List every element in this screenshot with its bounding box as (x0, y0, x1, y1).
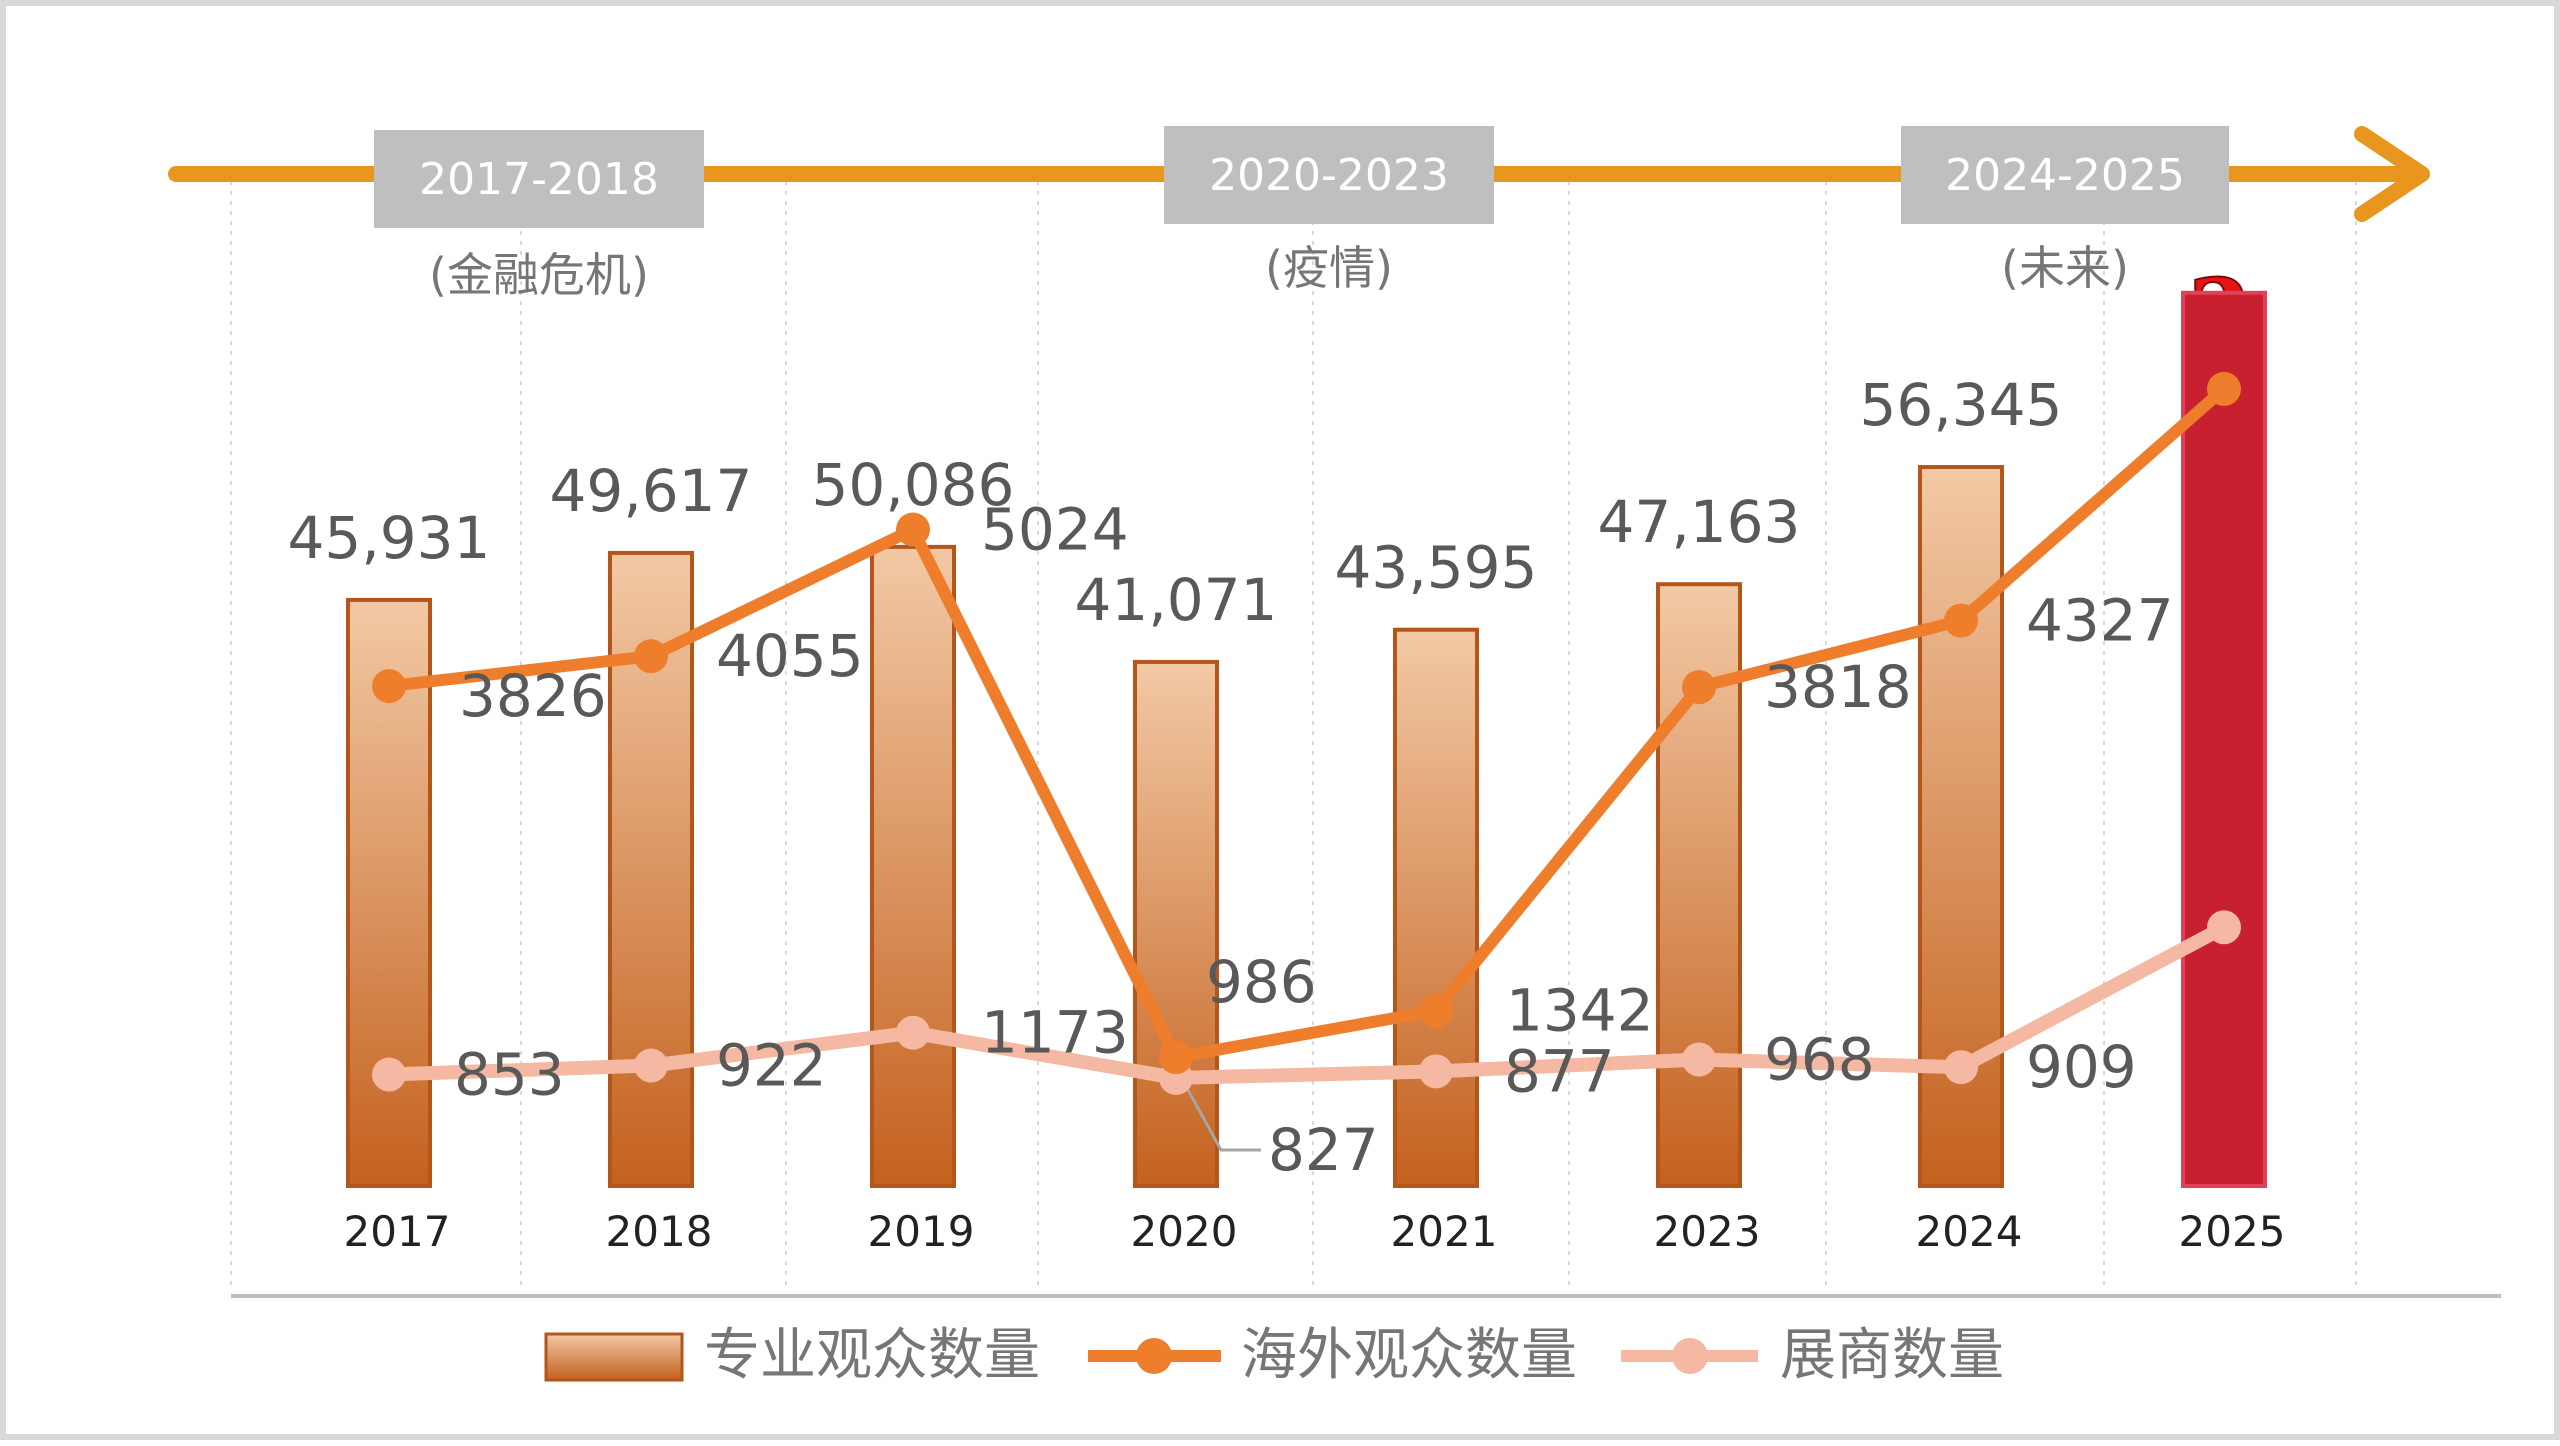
x-tick-label: 2020 (1131, 1207, 1238, 1256)
chart-svg: 2017-2018 (金融危机) 2020-2023 (疫情) 2024-202… (168, 126, 2501, 1388)
x-tick-label: 2017 (344, 1207, 451, 1256)
x-tick-label: 2024 (1916, 1207, 2023, 1256)
bar-value-label: 45,931 (288, 504, 491, 572)
period-note: (未来) (2001, 241, 2129, 295)
x-tick-label: 2019 (868, 1207, 975, 1256)
x-tick-label: 2021 (1391, 1207, 1498, 1256)
series-line (388, 921, 2228, 1085)
series-point (896, 1015, 930, 1050)
exhibitor-value-label: 827 (1268, 1116, 1379, 1184)
exhibitor-value-label: 853 (454, 1041, 565, 1109)
legend-label: 专业观众数量 (704, 1323, 1040, 1388)
vertical-separators (230, 181, 2501, 1298)
bar-value-label: 47,163 (1598, 488, 1801, 556)
period-note: (金融危机) (429, 248, 649, 302)
series-point (634, 639, 668, 674)
period-note: (疫情) (1265, 241, 1393, 295)
overseas-value-label: 986 (1206, 948, 1317, 1016)
series-point (896, 512, 930, 547)
period-label: 2020-2023 (1209, 150, 1449, 201)
overseas-value-label: 5024 (981, 496, 1129, 564)
bar (870, 544, 956, 1188)
series-point (1682, 670, 1716, 705)
exhibitor-value-label: 877 (1504, 1037, 1615, 1105)
series-point (372, 1057, 406, 1092)
exhibitor-value-label: 968 (1764, 1026, 1875, 1094)
series-point (2207, 910, 2241, 945)
legend-label: 展商数量 (1780, 1323, 2004, 1388)
bar (1133, 659, 1219, 1188)
data-labels: 45,931 49,617 50,086 41,071 43,595 47,163 56,3… (288, 371, 2174, 1184)
legend-item-exhibitors: 展商数量 (1621, 1323, 2004, 1388)
bar-2025-highlight (2181, 290, 2267, 1188)
period-label: 2024-2025 (1945, 150, 2185, 201)
legend-item-overseas-visitors: 海外观众数量 (1088, 1323, 1577, 1388)
overseas-value-label: 4327 (2026, 587, 2174, 655)
exhibitor-value-label: 922 (716, 1032, 827, 1100)
bar (1393, 627, 1479, 1188)
exhibitor-value-label: 909 (2026, 1033, 2137, 1101)
series-line (388, 384, 2228, 1064)
period-box-2020-2023: 2020-2023 (疫情) (1164, 126, 1494, 295)
bar-value-label: 49,617 (550, 457, 753, 525)
exhibitor-value-label: 1173 (981, 999, 1129, 1067)
series-point (1419, 993, 1453, 1028)
series-point (1682, 1042, 1716, 1077)
series-point (634, 1048, 668, 1083)
line-series (372, 371, 2241, 1152)
overseas-value-label: 3818 (1764, 653, 1912, 721)
series-point (2207, 371, 2241, 406)
bar-value-label: 50,086 (812, 451, 1015, 519)
legend-label: 海外观众数量 (1241, 1323, 1577, 1388)
bar-value-label: 41,071 (1075, 566, 1278, 634)
x-axis: 2017 2018 2019 2020 2021 2023 2024 2025 (344, 1207, 2286, 1256)
legend-item-professional-visitors: 专业观众数量 (544, 1323, 1040, 1388)
leader-line (1186, 1089, 1261, 1152)
period-box-2024-2025: 2024-2025 (未来) (1901, 126, 2229, 295)
bar-value-label: 56,345 (1860, 371, 2063, 439)
x-tick-label: 2018 (606, 1207, 713, 1256)
legend: 专业观众数量 海外观众数量 展商数量 (544, 1323, 2004, 1388)
x-tick-label: 2023 (1654, 1207, 1761, 1256)
overseas-value-label: 1342 (1506, 977, 1654, 1045)
period-label: 2017-2018 (419, 154, 659, 205)
series-point (1944, 603, 1978, 638)
series-point (1159, 1040, 1193, 1075)
period-box-2017-2018: 2017-2018 (金融危机) (374, 130, 704, 302)
x-tick-label: 2025 (2179, 1207, 2286, 1256)
series-point (372, 669, 406, 704)
overseas-value-label: 3826 (459, 662, 607, 730)
overseas-value-label: 4055 (716, 622, 864, 690)
bar-value-label: 43,595 (1335, 534, 1538, 602)
series-point (1419, 1054, 1453, 1089)
series-point (1944, 1050, 1978, 1085)
